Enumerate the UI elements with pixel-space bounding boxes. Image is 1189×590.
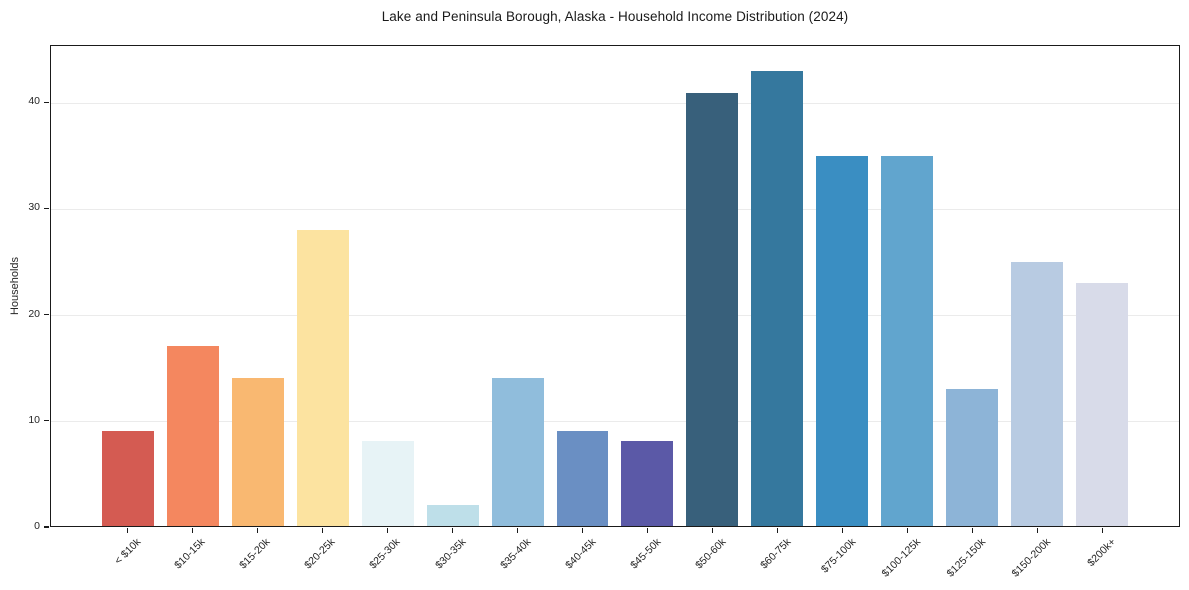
x-tick-label: < $10k: [111, 536, 143, 567]
bar: [232, 377, 284, 526]
x-tick-mark: [1037, 528, 1039, 533]
bar: [816, 155, 869, 526]
x-tick-label: $25-30k: [367, 536, 403, 572]
bar: [361, 441, 414, 526]
x-tick-label: $15-20k: [237, 536, 273, 572]
x-tick-mark: [581, 528, 584, 533]
bar: [102, 430, 155, 526]
plot-area: [50, 45, 1180, 527]
x-tick-label: $10-15k: [172, 536, 208, 572]
x-tick-mark: [971, 528, 974, 533]
bar: [1010, 261, 1063, 526]
x-tick-label: $100-125k: [879, 536, 924, 580]
bar: [296, 229, 349, 526]
x-tick-label: $20-25k: [302, 536, 338, 572]
x-tick-mark: [1102, 528, 1104, 533]
chart-title: Lake and Peninsula Borough, Alaska - Hou…: [381, 9, 849, 24]
x-tick-label: $30-35k: [432, 536, 468, 572]
x-tick-mark: [451, 528, 454, 533]
gridline: [51, 315, 1179, 317]
x-tick-mark: [776, 528, 779, 533]
x-tick-mark: [906, 528, 909, 533]
bar: [946, 388, 998, 526]
x-tick-label: $150-200k: [1009, 536, 1054, 580]
bar: [881, 155, 933, 526]
x-tick-label: $125-150k: [944, 536, 989, 580]
x-tick-label: $40-45k: [562, 536, 598, 572]
x-tick-mark: [191, 528, 193, 533]
y-axis-label: Households: [9, 256, 21, 316]
bar: [426, 504, 479, 526]
gridline: [51, 102, 1179, 104]
x-tick-mark: [126, 528, 128, 533]
x-tick-mark: [321, 528, 323, 533]
bar: [686, 92, 739, 526]
x-tick-label: $200k+: [1085, 536, 1119, 570]
y-tick-mark: [44, 526, 49, 528]
x-tick-label: $35-40k: [497, 536, 533, 572]
x-tick-label: $45-50k: [627, 536, 663, 572]
x-tick-mark: [516, 528, 519, 533]
gridline: [51, 208, 1179, 210]
bar: [621, 441, 674, 526]
x-tick-mark: [386, 528, 389, 533]
y-tick-label: 30: [28, 201, 40, 214]
y-tick-mark: [44, 420, 49, 422]
x-tick-label: $60-75k: [757, 536, 794, 572]
x-tick-mark: [646, 528, 649, 533]
x-tick-mark: [256, 528, 258, 533]
y-tick-label: 20: [28, 307, 40, 320]
y-tick-label: 0: [34, 520, 40, 532]
bar: [556, 430, 609, 526]
gridline: [51, 421, 1179, 423]
y-tick-label: 10: [28, 413, 40, 426]
x-tick-mark: [711, 528, 714, 533]
y-tick-label: 40: [28, 95, 40, 108]
bar: [491, 377, 544, 526]
bar: [167, 346, 220, 526]
x-tick-mark: [841, 528, 844, 533]
x-tick-label: $50-60k: [692, 536, 729, 572]
bar: [1075, 282, 1128, 526]
bar: [751, 71, 804, 526]
y-tick-mark: [44, 207, 49, 210]
y-tick-mark: [44, 101, 49, 103]
y-tick-mark: [44, 314, 49, 316]
x-tick-label: $75-100k: [818, 536, 859, 576]
